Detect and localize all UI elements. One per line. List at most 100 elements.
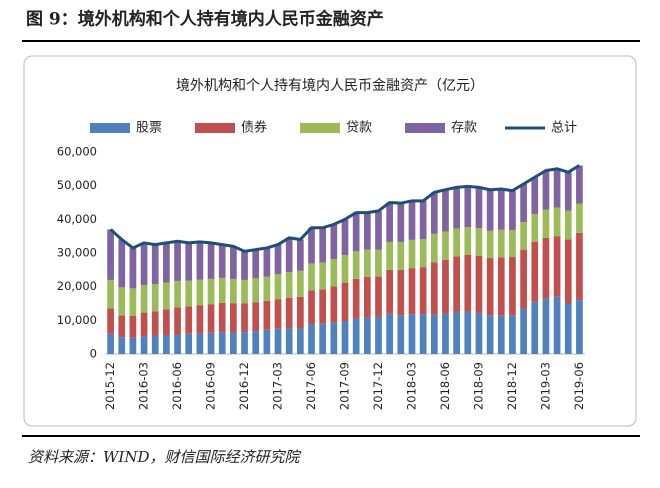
legend-label: 总计: [551, 121, 577, 136]
bar-segment: [319, 262, 327, 290]
bar-segment: [564, 303, 572, 354]
bar-segment: [151, 283, 159, 312]
bar-segment: [285, 237, 293, 273]
bar-segment: [520, 183, 527, 223]
bar-segment: [442, 259, 449, 314]
x-tick-label: 2019-03: [538, 362, 552, 410]
bar-segment: [330, 224, 338, 260]
bar-segment: [330, 322, 338, 354]
bar-segment: [118, 239, 126, 288]
y-tick-label: 40,000: [57, 212, 97, 226]
bar-segment: [486, 315, 494, 354]
bar-segment: [509, 190, 516, 231]
bar-segment: [363, 212, 371, 250]
bar-segment: [363, 276, 371, 318]
bar-segment: [352, 278, 360, 319]
source: 资料来源：WIND，财信国际经济研究院: [28, 448, 301, 466]
bar-segment: [509, 315, 516, 354]
legend-swatch: [405, 123, 445, 133]
bar-segment: [363, 317, 371, 354]
bar-segment: [129, 288, 137, 316]
legend-label: 存款: [451, 121, 477, 136]
bar-segment: [520, 308, 527, 354]
x-tick-label: 2016-06: [170, 362, 184, 410]
x-tick-label: 2018-03: [404, 362, 418, 410]
bar-segment: [386, 269, 393, 314]
bar-segment: [196, 305, 204, 334]
bar-segment: [107, 308, 114, 334]
bar-segment: [140, 284, 148, 313]
bar-segment: [140, 312, 148, 337]
bar-segment: [486, 258, 494, 316]
bar-segment: [129, 337, 137, 354]
bar-segment: [363, 249, 371, 277]
bar-segment: [375, 249, 382, 277]
bar-segment: [174, 280, 181, 308]
bar-segment: [252, 302, 260, 332]
bar-segment: [408, 200, 416, 240]
x-tick-label: 2019-06: [572, 362, 586, 410]
bar-segment: [352, 212, 360, 252]
bar-segment: [520, 249, 527, 309]
bar-segment: [542, 298, 550, 354]
bar-segment: [419, 267, 427, 315]
bar-segment: [408, 239, 416, 269]
page-title: 图 9：境外机构和个人持有境内人民币金融资产: [26, 9, 384, 30]
bar-segment: [140, 242, 148, 285]
bar-segment: [151, 311, 159, 336]
bar-segment: [509, 230, 516, 258]
bar-segment: [531, 177, 539, 214]
bar-segment: [486, 230, 494, 259]
bar-segment: [497, 189, 505, 230]
bar-segment: [453, 256, 460, 312]
bar-segment: [285, 272, 293, 298]
bar-segment: [118, 337, 126, 354]
bar-segment: [207, 332, 215, 354]
bar-segment: [397, 269, 405, 316]
bar-segment: [263, 300, 271, 330]
bar-segment: [218, 302, 226, 333]
legend-label: 股票: [136, 121, 162, 136]
bar-segment: [531, 241, 539, 302]
bar-segment: [308, 324, 315, 354]
bar-segment: [241, 303, 248, 333]
bar-segment: [509, 257, 516, 316]
bar-segment: [274, 328, 282, 354]
bar-segment: [319, 227, 327, 263]
bar-segment: [386, 202, 393, 242]
bar-segment: [464, 254, 472, 312]
bar-segment: [453, 311, 460, 354]
bar-segment: [542, 237, 550, 299]
bar-segment: [274, 274, 282, 300]
bar-segment: [241, 332, 248, 354]
bar-segment: [230, 246, 237, 279]
bar-segment: [430, 262, 438, 315]
bar-segment: [553, 207, 561, 237]
bar-segment: [263, 247, 271, 277]
bar-segment: [252, 331, 260, 354]
bar-segment: [129, 315, 137, 338]
bar-segment: [196, 279, 204, 306]
bar-segment: [375, 276, 382, 317]
bar-segment: [274, 299, 282, 329]
y-tick-label: 20,000: [57, 279, 97, 293]
bar-segment: [297, 239, 304, 271]
bar-segment: [308, 290, 315, 325]
bar-segment: [430, 314, 438, 354]
bar-segment: [576, 300, 583, 354]
bar-segment: [185, 306, 193, 334]
x-tick-label: 2015-12: [103, 362, 117, 410]
bar-segment: [520, 222, 527, 250]
bar-segment: [442, 313, 449, 354]
x-tick-label: 2017-03: [271, 362, 285, 410]
bar-segment: [218, 332, 226, 354]
x-tick-label: 2017-06: [304, 362, 318, 410]
bar-segment: [408, 268, 416, 315]
bar-segment: [576, 165, 583, 204]
bar-segment: [375, 316, 382, 354]
bar-segment: [285, 297, 293, 329]
bar-segment: [475, 255, 483, 313]
bar-segment: [442, 231, 449, 260]
bar-segment: [352, 251, 360, 279]
